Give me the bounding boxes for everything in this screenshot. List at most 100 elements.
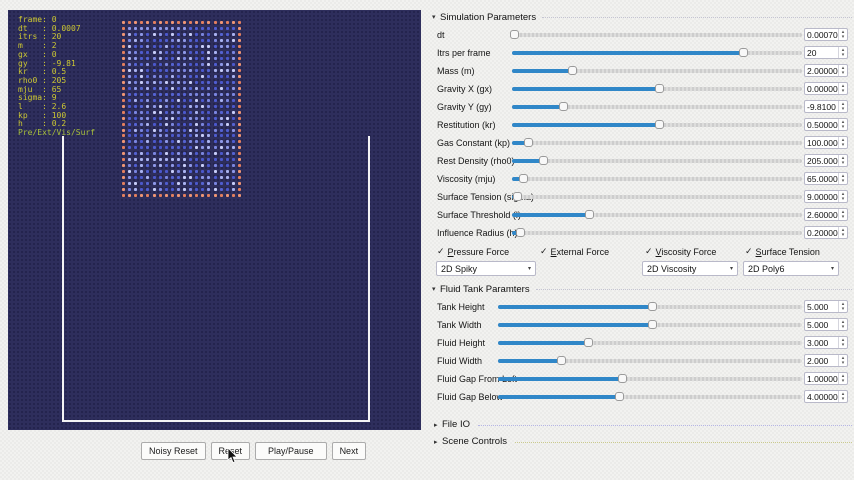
spin-up-icon[interactable]: ▴ (841, 318, 845, 325)
value-input-surface-tension-sigma[interactable]: 9.00000 ▴ ▾ (804, 190, 848, 203)
spin-up-icon[interactable]: ▴ (841, 118, 845, 125)
spin-down-icon[interactable]: ▾ (841, 231, 845, 238)
spinner-control[interactable]: ▴ ▾ (838, 47, 847, 58)
spin-down-icon[interactable]: ▾ (841, 33, 845, 40)
value-input-gravity-y-gy[interactable]: -9.8100 ▴ ▾ (804, 100, 848, 113)
spinner-control[interactable]: ▴ ▾ (838, 29, 847, 40)
spin-down-icon[interactable]: ▾ (841, 377, 845, 384)
spin-down-icon[interactable]: ▾ (841, 323, 845, 330)
spinner-control[interactable]: ▴ ▾ (838, 227, 847, 238)
spinner-control[interactable]: ▴ ▾ (838, 337, 847, 348)
value-input-tank-height[interactable]: 5.000 ▴ ▾ (804, 300, 848, 313)
slider-handle[interactable] (515, 228, 525, 237)
spin-up-icon[interactable]: ▴ (841, 300, 845, 307)
spinner-control[interactable]: ▴ ▾ (838, 101, 847, 112)
spin-up-icon[interactable]: ▴ (841, 226, 845, 233)
checkbox-external-force[interactable]: ✓ External Force (540, 246, 609, 257)
button-noisy-reset[interactable]: Noisy Reset (141, 442, 206, 460)
slider-viscosity-mju[interactable] (512, 174, 802, 183)
button-next[interactable]: Next (331, 442, 367, 460)
spin-down-icon[interactable]: ▾ (841, 195, 845, 202)
button-play-pause[interactable]: Play/Pause (255, 442, 327, 460)
value-input-surface-threshold-l[interactable]: 2.60000 ▴ ▾ (804, 208, 848, 221)
slider-fluid-width[interactable] (498, 356, 802, 365)
spin-down-icon[interactable]: ▾ (841, 213, 845, 220)
spinner-control[interactable]: ▴ ▾ (838, 173, 847, 184)
value-input-restitution-kr[interactable]: 0.50000 ▴ ▾ (804, 118, 848, 131)
slider-handle[interactable] (567, 66, 577, 75)
dropdown-2d-spiky[interactable]: 2D Spiky ▾ (436, 261, 536, 276)
spin-up-icon[interactable]: ▴ (841, 372, 845, 379)
spinner-control[interactable]: ▴ ▾ (838, 119, 847, 130)
spin-down-icon[interactable]: ▾ (841, 359, 845, 366)
spin-down-icon[interactable]: ▾ (841, 105, 845, 112)
value-input-fluid-gap-below[interactable]: 4.00000 ▴ ▾ (804, 390, 848, 403)
spin-up-icon[interactable]: ▴ (841, 64, 845, 71)
value-input-tank-width[interactable]: 5.000 ▴ ▾ (804, 318, 848, 331)
slider-itrs-per-frame[interactable] (512, 48, 802, 57)
slider-surface-tension-sigma[interactable] (512, 192, 802, 201)
slider-handle[interactable] (538, 156, 548, 165)
slider-surface-threshold-l[interactable] (512, 210, 802, 219)
spin-up-icon[interactable]: ▴ (841, 190, 845, 197)
spinner-control[interactable]: ▴ ▾ (838, 355, 847, 366)
value-input-fluid-gap-from-left[interactable]: 1.00000 ▴ ▾ (804, 372, 848, 385)
slider-influence-radius-h[interactable] (512, 228, 802, 237)
spin-down-icon[interactable]: ▾ (841, 305, 845, 312)
spin-down-icon[interactable]: ▾ (841, 159, 845, 166)
spin-down-icon[interactable]: ▾ (841, 123, 845, 130)
slider-handle[interactable] (512, 192, 522, 201)
slider-handle[interactable] (559, 102, 569, 111)
spin-up-icon[interactable]: ▴ (841, 46, 845, 53)
value-input-viscosity-mju[interactable]: 65.0000 ▴ ▾ (804, 172, 848, 185)
value-input-rest-density-rho0[interactable]: 205.000 ▴ ▾ (804, 154, 848, 167)
section-header-fluid-tank[interactable]: ▾ Fluid Tank Paramters (432, 280, 852, 298)
value-input-fluid-height[interactable]: 3.000 ▴ ▾ (804, 336, 848, 349)
slider-restitution-kr[interactable] (512, 120, 802, 129)
spinner-control[interactable]: ▴ ▾ (838, 319, 847, 330)
checkbox-viscosity-force[interactable]: ✓ Viscosity Force (645, 246, 716, 257)
spin-down-icon[interactable]: ▾ (841, 141, 845, 148)
spin-up-icon[interactable]: ▴ (841, 208, 845, 215)
slider-handle[interactable] (509, 30, 519, 39)
spin-up-icon[interactable]: ▴ (841, 100, 845, 107)
checkbox-pressure-force[interactable]: ✓ Pressure Force (437, 246, 509, 257)
spin-up-icon[interactable]: ▴ (841, 82, 845, 89)
spinner-control[interactable]: ▴ ▾ (838, 191, 847, 202)
spin-down-icon[interactable]: ▾ (841, 177, 845, 184)
slider-gas-constant-kp[interactable] (512, 138, 802, 147)
spin-up-icon[interactable]: ▴ (841, 354, 845, 361)
spinner-control[interactable]: ▴ ▾ (838, 65, 847, 76)
value-input-itrs-per-frame[interactable]: 20 ▴ ▾ (804, 46, 848, 59)
slider-tank-width[interactable] (498, 320, 802, 329)
slider-handle[interactable] (584, 338, 594, 347)
slider-handle[interactable] (739, 48, 748, 57)
spinner-control[interactable]: ▴ ▾ (838, 83, 847, 94)
spin-down-icon[interactable]: ▾ (841, 341, 845, 348)
spin-down-icon[interactable]: ▾ (841, 395, 845, 402)
spin-up-icon[interactable]: ▴ (841, 172, 845, 179)
spinner-control[interactable]: ▴ ▾ (838, 301, 847, 312)
checkbox-surface-tension[interactable]: ✓ Surface Tension (745, 246, 820, 257)
section-header-scene-controls[interactable]: ▸ Scene Controls (434, 433, 852, 450)
value-input-gas-constant-kp[interactable]: 100.000 ▴ ▾ (804, 136, 848, 149)
slider-fluid-height[interactable] (498, 338, 802, 347)
spinner-control[interactable]: ▴ ▾ (838, 155, 847, 166)
spin-up-icon[interactable]: ▴ (841, 336, 845, 343)
value-input-influence-radius-h[interactable]: 0.20000 ▴ ▾ (804, 226, 848, 239)
dropdown-2d-viscosity[interactable]: 2D Viscosity ▾ (642, 261, 738, 276)
value-input-dt[interactable]: 0.00070 ▴ ▾ (804, 28, 848, 41)
spinner-control[interactable]: ▴ ▾ (838, 391, 847, 402)
spin-down-icon[interactable]: ▾ (841, 69, 845, 76)
spinner-control[interactable]: ▴ ▾ (838, 373, 847, 384)
slider-handle[interactable] (524, 138, 534, 147)
value-input-fluid-width[interactable]: 2.000 ▴ ▾ (804, 354, 848, 367)
value-input-gravity-x-gx[interactable]: 0.00000 ▴ ▾ (804, 82, 848, 95)
spin-down-icon[interactable]: ▾ (841, 87, 845, 94)
slider-tank-height[interactable] (498, 302, 802, 311)
slider-handle[interactable] (556, 356, 566, 365)
slider-handle[interactable] (654, 84, 664, 93)
spin-down-icon[interactable]: ▾ (841, 51, 845, 58)
slider-gravity-x-gx[interactable] (512, 84, 802, 93)
value-input-mass-m[interactable]: 2.00000 ▴ ▾ (804, 64, 848, 77)
